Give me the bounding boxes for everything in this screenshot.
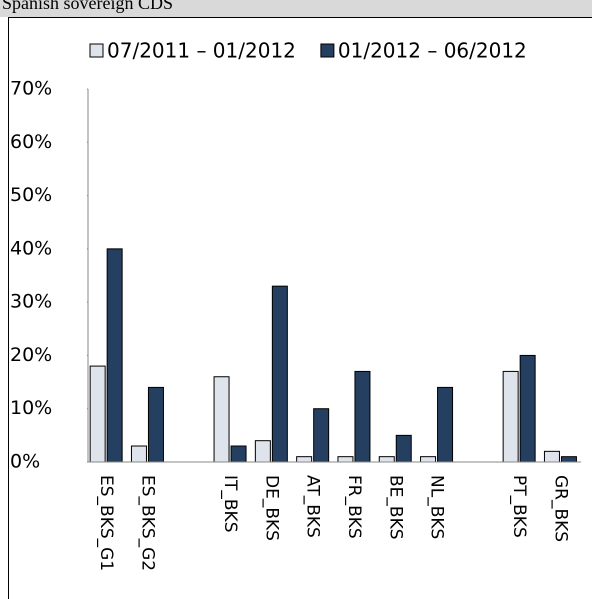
x-tick-label: GR_BKS (550, 475, 570, 542)
legend-swatch (89, 43, 104, 58)
bar (89, 365, 106, 463)
y-tick-label: 10% (10, 397, 52, 419)
x-tick-label: FR_BKS (344, 475, 364, 539)
y-tick-label: 50% (10, 184, 52, 206)
bar (502, 370, 519, 463)
bar (313, 408, 330, 463)
bar (296, 456, 313, 463)
bar (354, 370, 371, 463)
bar (130, 445, 147, 463)
bar (213, 376, 230, 463)
x-tick-label: AT_BKS (303, 475, 323, 538)
chart-title: Spanish sovereign CDS (2, 0, 173, 13)
x-tick-label: DE_BKS (261, 475, 281, 541)
y-tick-label: 70% (10, 78, 52, 100)
bar (543, 450, 560, 463)
bar (437, 386, 454, 463)
y-tick-label: 20% (10, 344, 52, 366)
bar (560, 456, 577, 463)
header-bar (0, 0, 592, 17)
x-tick-label: NL_BKS (427, 475, 447, 539)
y-tick-label: 0% (10, 451, 40, 473)
y-tick-label: 30% (10, 291, 52, 313)
legend-swatch (320, 43, 335, 58)
frame (8, 17, 592, 599)
x-tick-label: PT_BKS (509, 475, 529, 538)
bar (254, 440, 271, 463)
bar (337, 456, 354, 463)
y-tick-label: 60% (10, 131, 52, 153)
bar (106, 248, 123, 463)
x-tick-label: BE_BKS (385, 475, 405, 540)
x-tick-label: ES_BKS_G2 (137, 475, 157, 571)
bar (519, 354, 536, 463)
x-tick-label: IT_BKS (220, 475, 240, 533)
bar (230, 445, 247, 463)
y-tick-label: 40% (10, 237, 52, 259)
bar (420, 456, 437, 463)
bar (395, 434, 412, 463)
bar (271, 285, 288, 463)
bar (378, 456, 395, 463)
legend-label: 01/2012 – 06/2012 (338, 39, 527, 63)
bar (147, 386, 164, 463)
legend-label: 07/2011 – 01/2012 (107, 39, 296, 63)
x-tick-label: ES_BKS_G1 (96, 475, 116, 571)
